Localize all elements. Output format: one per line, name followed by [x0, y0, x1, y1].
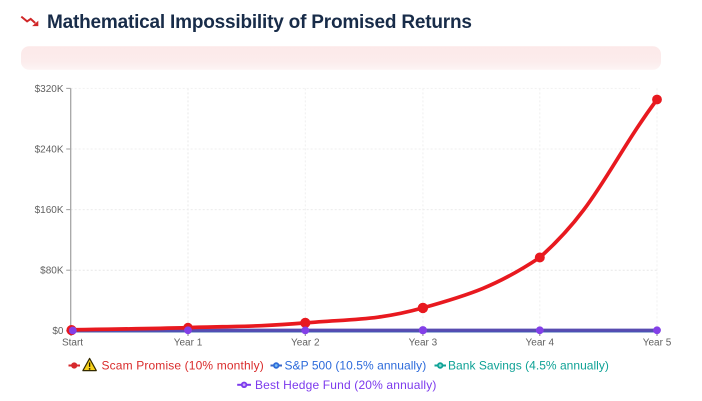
- svg-text:Year 2: Year 2: [291, 338, 320, 349]
- svg-text:Year 3: Year 3: [409, 338, 438, 349]
- svg-text:Year 4: Year 4: [526, 338, 555, 349]
- svg-text:S&P 500 (10.5% annually): S&P 500 (10.5% annually): [285, 359, 427, 373]
- svg-text:Mathematical Impossibility of: Mathematical Impossibility of Promised R…: [47, 12, 472, 33]
- svg-text:$0: $0: [52, 326, 64, 337]
- svg-text:$160K: $160K: [35, 205, 64, 216]
- svg-text:$80K: $80K: [40, 266, 64, 277]
- svg-text:Start: Start: [62, 338, 83, 349]
- svg-text:$240K: $240K: [35, 144, 64, 155]
- svg-text:Scam Promise (10% monthly): Scam Promise (10% monthly): [102, 359, 264, 373]
- svg-text:$320K: $320K: [35, 84, 64, 95]
- svg-text:Year 1: Year 1: [174, 338, 203, 349]
- svg-text:Year 5: Year 5: [643, 338, 672, 349]
- svg-text:Best Hedge Fund (20% annually): Best Hedge Fund (20% annually): [255, 378, 437, 392]
- svg-text:Bank Savings (4.5% annually): Bank Savings (4.5% annually): [448, 359, 609, 373]
